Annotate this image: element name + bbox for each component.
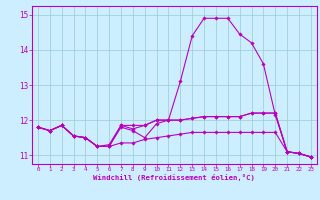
- X-axis label: Windchill (Refroidissement éolien,°C): Windchill (Refroidissement éolien,°C): [93, 174, 255, 181]
